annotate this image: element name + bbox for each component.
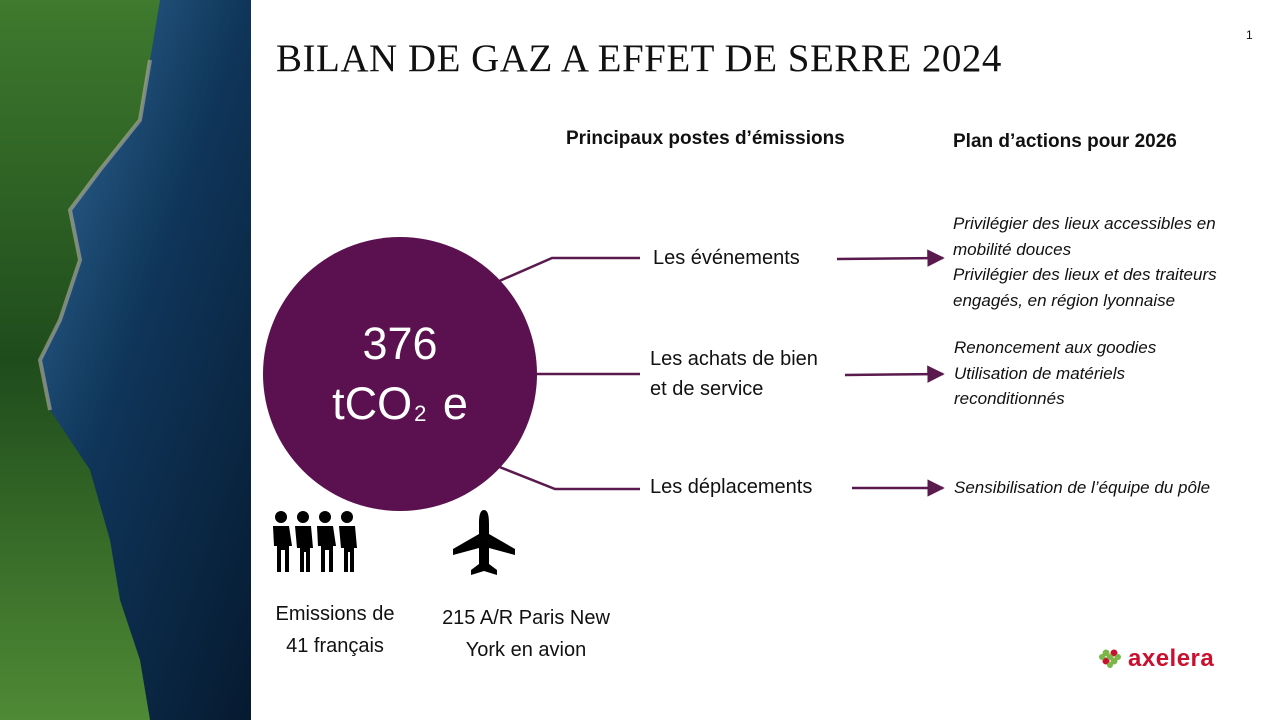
total-unit-line: tCO2 e bbox=[263, 374, 537, 444]
landscape-photo bbox=[0, 0, 251, 720]
emission-item: Les déplacements bbox=[650, 476, 813, 498]
total-label: 376 tCO2 e bbox=[263, 314, 537, 444]
action-list: Sensibilisation de l’équipe du pôle bbox=[954, 475, 1274, 501]
equivalent: 215 A/R Paris New York en avion bbox=[442, 607, 610, 661]
action-item: Renoncement aux goodies bbox=[954, 338, 1157, 357]
page-number: 1 bbox=[1246, 28, 1253, 42]
logo-mark bbox=[1099, 649, 1121, 668]
people-icon bbox=[273, 511, 357, 572]
total-circle bbox=[263, 237, 537, 511]
total-unit: tCO bbox=[332, 378, 413, 429]
action-list: Privilégier des lieux accessibles en mob… bbox=[953, 211, 1263, 313]
action-list: Renoncement aux goodies Utilisation de m… bbox=[954, 335, 1174, 412]
connectors bbox=[496, 249, 945, 497]
slide-title: BILAN DE GAZ A EFFET DE SERRE 2024 bbox=[276, 37, 1002, 80]
action-item: Privilégier des lieux accessibles en mob… bbox=[953, 214, 1216, 259]
action-item: Privilégier des lieux et des traiteurs e… bbox=[953, 265, 1217, 310]
column-header: Plan d’actions pour 2026 bbox=[953, 131, 1177, 152]
action-item: Sensibilisation de l’équipe du pôle bbox=[954, 478, 1211, 497]
total-unit-suffix: e bbox=[442, 378, 468, 429]
logo-text: axelera bbox=[1128, 645, 1215, 672]
total-unit-subscript: 2 bbox=[414, 401, 427, 426]
equivalent: Emissions de 41 français bbox=[275, 603, 395, 657]
airplane-icon bbox=[453, 510, 515, 575]
action-item: Utilisation de matériels reconditionnés bbox=[954, 363, 1126, 409]
emission-item: Les événements bbox=[653, 247, 800, 269]
column-header: Principaux postes d’émissions bbox=[566, 128, 845, 149]
total-value: 376 bbox=[362, 318, 438, 369]
emission-item: Les achats de bien et de service bbox=[650, 348, 818, 400]
